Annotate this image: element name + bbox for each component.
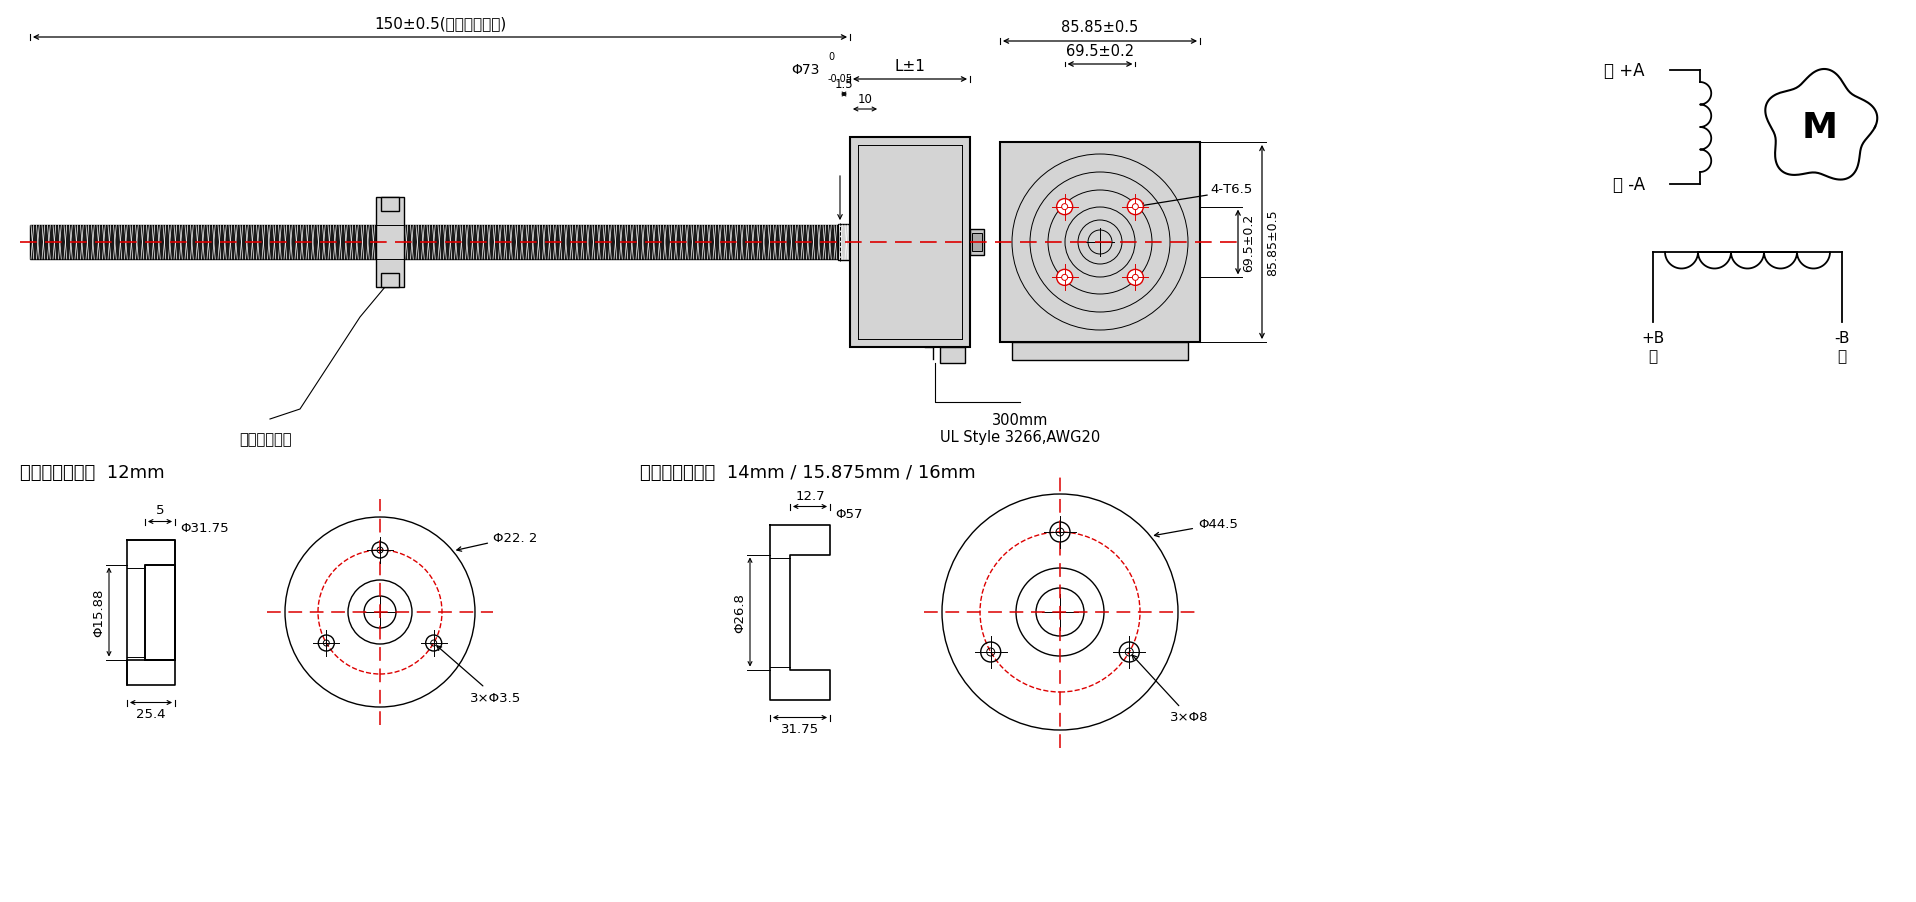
Text: -0.05: -0.05 xyxy=(828,74,853,84)
Text: 3×Φ8: 3×Φ8 xyxy=(1132,656,1209,723)
Circle shape xyxy=(1056,199,1073,216)
Text: 10: 10 xyxy=(858,93,872,106)
Text: 85.85±0.5: 85.85±0.5 xyxy=(1061,20,1138,35)
Text: M: M xyxy=(1803,111,1837,145)
Text: Φ31.75: Φ31.75 xyxy=(180,522,228,535)
Circle shape xyxy=(1061,275,1067,281)
Text: 3×Φ3.5: 3×Φ3.5 xyxy=(437,646,521,704)
Text: Φ57: Φ57 xyxy=(835,507,862,520)
Text: Φ26.8: Φ26.8 xyxy=(734,593,745,632)
Circle shape xyxy=(1061,205,1067,210)
Text: 300mm: 300mm xyxy=(992,412,1048,428)
Text: 黑: 黑 xyxy=(1837,348,1847,364)
Circle shape xyxy=(1132,205,1138,210)
Circle shape xyxy=(1127,270,1144,286)
Text: Φ22. 2: Φ22. 2 xyxy=(456,531,536,552)
Text: 5: 5 xyxy=(155,504,165,517)
Text: -B: -B xyxy=(1834,331,1849,345)
Circle shape xyxy=(1056,270,1073,286)
Circle shape xyxy=(1132,275,1138,281)
Text: Φ15.88: Φ15.88 xyxy=(92,588,105,637)
Bar xyxy=(971,234,983,252)
Text: 4-Τ6.5: 4-Τ6.5 xyxy=(1211,182,1253,196)
Bar xyxy=(851,138,969,347)
Text: 梯型丝杆直径：  12mm: 梯型丝杆直径： 12mm xyxy=(19,464,165,482)
Text: 12.7: 12.7 xyxy=(795,489,824,502)
Text: 绿: 绿 xyxy=(1648,348,1657,364)
Text: Φ44.5: Φ44.5 xyxy=(1155,518,1238,538)
Text: Φ73: Φ73 xyxy=(791,63,820,77)
Text: 31.75: 31.75 xyxy=(782,723,818,736)
Text: 85.85±0.5: 85.85±0.5 xyxy=(1266,209,1280,276)
Bar xyxy=(376,198,404,288)
Circle shape xyxy=(1127,199,1144,216)
Bar xyxy=(969,230,985,255)
Text: +B: +B xyxy=(1642,331,1665,345)
Text: 蓝 -A: 蓝 -A xyxy=(1613,176,1646,194)
Text: L±1: L±1 xyxy=(895,59,925,74)
Bar xyxy=(381,198,399,212)
Bar xyxy=(1012,343,1188,361)
Text: 69.5±0.2: 69.5±0.2 xyxy=(1242,214,1255,272)
Text: 150±0.5(可自定义长度): 150±0.5(可自定义长度) xyxy=(374,16,506,31)
Text: 梯型丝杆直径：  14mm / 15.875mm / 16mm: 梯型丝杆直径： 14mm / 15.875mm / 16mm xyxy=(640,464,975,482)
Bar xyxy=(941,347,966,364)
Text: 红 +A: 红 +A xyxy=(1604,62,1646,80)
Bar xyxy=(1000,143,1199,343)
Text: 1.5: 1.5 xyxy=(835,78,853,91)
Text: 0: 0 xyxy=(828,52,833,62)
Bar xyxy=(31,226,851,260)
Text: UL Style 3266,AWG20: UL Style 3266,AWG20 xyxy=(941,429,1100,445)
Bar xyxy=(381,273,399,288)
Text: 69.5±0.2: 69.5±0.2 xyxy=(1065,44,1134,59)
Text: 25.4: 25.4 xyxy=(136,708,167,721)
Bar xyxy=(837,225,851,261)
Text: 外部线性螺母: 外部线性螺母 xyxy=(240,431,291,446)
